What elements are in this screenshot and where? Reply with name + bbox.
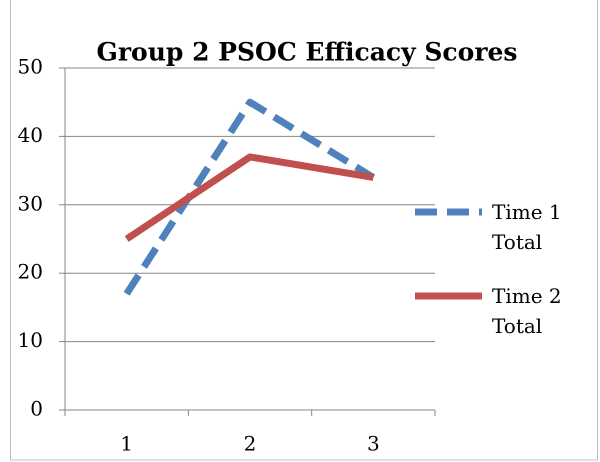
frame — [10, 0, 598, 461]
y-tick-label: 40 — [18, 123, 43, 147]
legend-label: Time 2 Total — [492, 284, 562, 338]
legend-label: Time 1 Total — [492, 200, 562, 254]
y-tick-label: 20 — [18, 260, 43, 284]
x-tick-label: 2 — [244, 432, 257, 456]
x-tick-label: 3 — [367, 432, 380, 456]
y-tick-label: 0 — [30, 397, 43, 421]
y-tick-label: 50 — [18, 55, 43, 79]
chart-title: Group 2 PSOC Efficacy Scores — [97, 38, 518, 67]
y-tick-label: 10 — [18, 328, 43, 352]
x-tick-label: 1 — [120, 432, 133, 456]
series-line — [123, 98, 376, 296]
series-line — [124, 153, 374, 242]
y-tick-label: 30 — [18, 191, 43, 215]
